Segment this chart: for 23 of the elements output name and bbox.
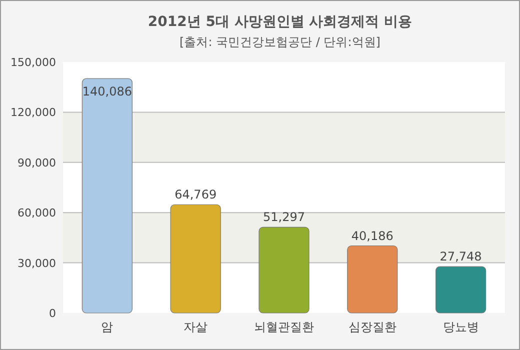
data-label: 140,086 (82, 84, 132, 99)
x-tick-label: 암 (101, 320, 114, 334)
x-tick-label: 자살 (184, 320, 208, 334)
y-tick-label: 60,000 (18, 206, 56, 220)
x-tick-label: 심장질환 (348, 320, 396, 334)
bar (436, 266, 486, 314)
y-tick-label: 150,000 (10, 56, 56, 69)
bar (258, 226, 310, 314)
y-tick-label: 90,000 (18, 156, 56, 170)
y-tick-label: 0 (49, 307, 56, 320)
chart-title: 2012년 5대 사망원인별 사회경제적 비용 (148, 14, 412, 30)
x-tick-label: 뇌혈관질환 (254, 320, 314, 334)
bar (347, 245, 398, 314)
y-tick-label: 30,000 (18, 256, 56, 270)
y-tick-label: 120,000 (10, 106, 56, 120)
x-tick-label: 당뇨병 (442, 320, 479, 334)
data-label: 40,186 (351, 228, 394, 243)
data-label: 64,769 (174, 188, 217, 202)
data-label: 27,748 (440, 250, 482, 264)
bar (82, 78, 132, 314)
chart-subtitle: [출처: 국민건강보험공단 / 단위:억원] (180, 35, 380, 49)
bar (170, 204, 221, 314)
data-label: 51,297 (263, 210, 305, 224)
